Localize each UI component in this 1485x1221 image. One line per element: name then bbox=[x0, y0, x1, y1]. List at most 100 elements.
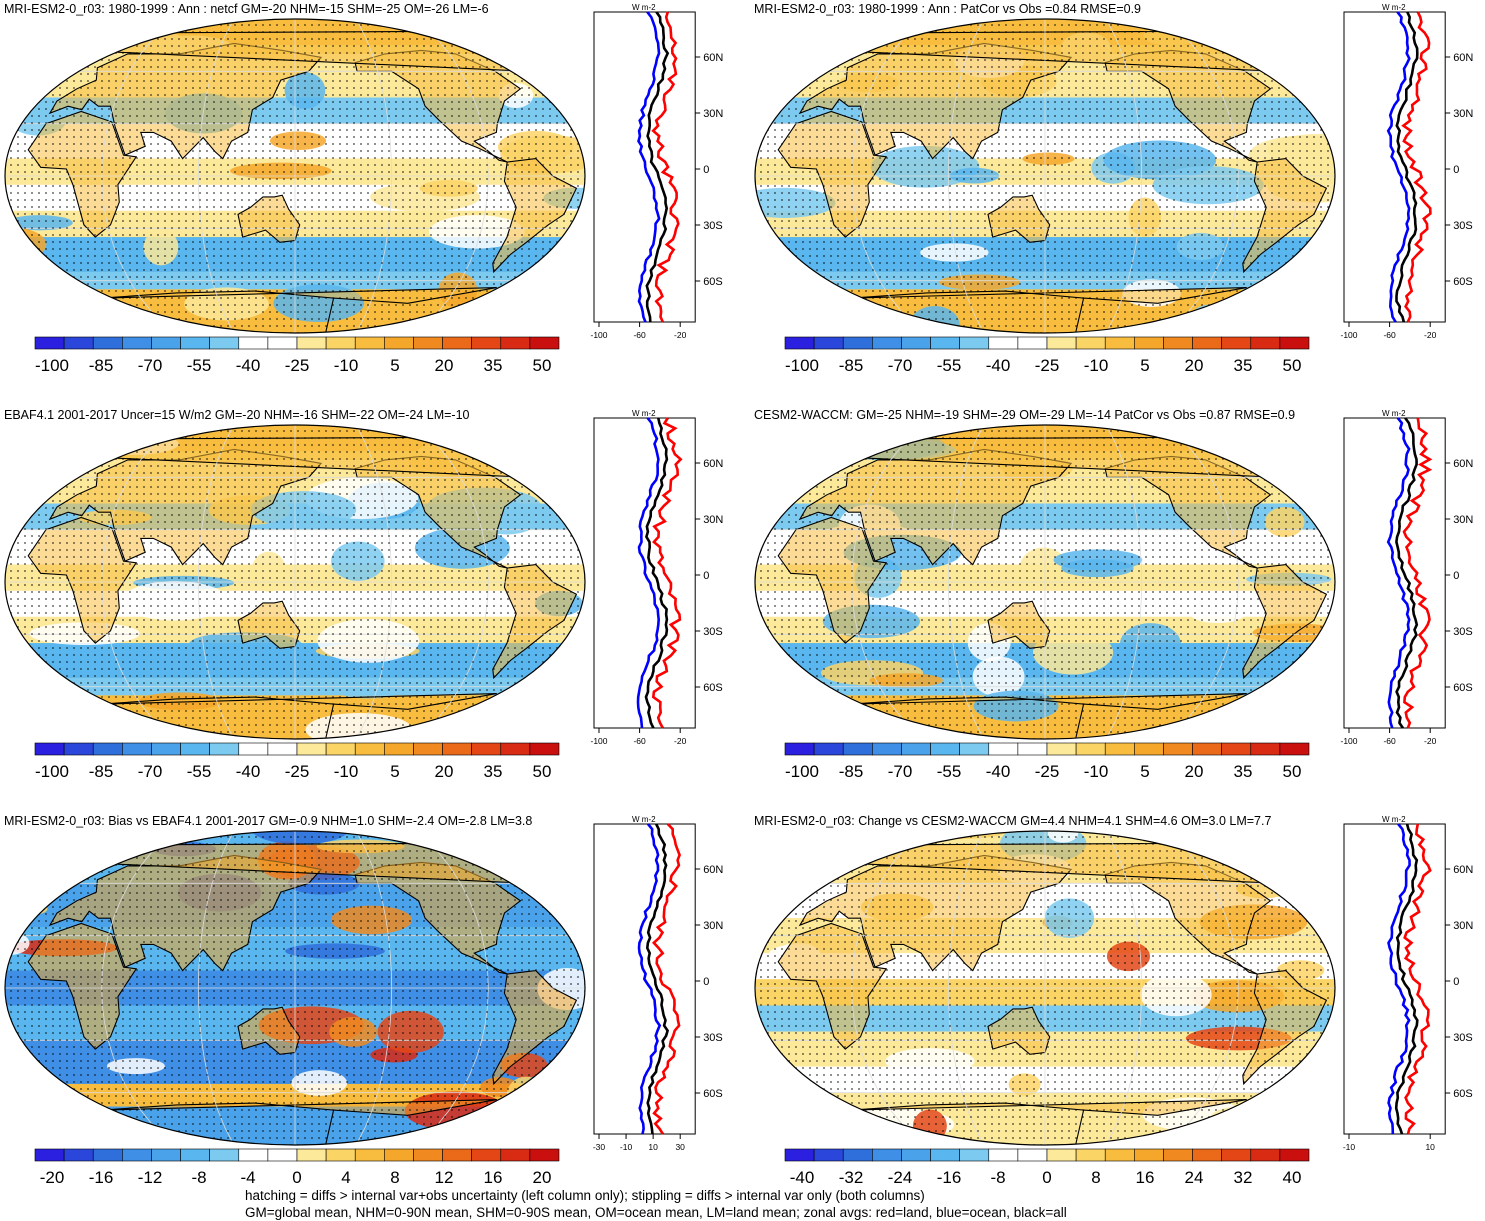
colorbar-swatch bbox=[180, 336, 210, 350]
zonal-tick-label: -20 bbox=[1424, 330, 1437, 340]
colorbar-swatch bbox=[296, 742, 327, 756]
colorbar-swatch bbox=[151, 1148, 181, 1162]
colorbar-label: -85 bbox=[88, 762, 114, 781]
colorbar-label: -10 bbox=[1083, 762, 1109, 781]
colorbar-label: -70 bbox=[137, 762, 163, 781]
colorbar-label: -10 bbox=[1083, 356, 1109, 375]
zonal-lat-label: 30S bbox=[1453, 1032, 1473, 1044]
colorbar-label: -100 bbox=[34, 762, 70, 781]
panel-p6: MRI-ESM2-0_r03: Change vs CESM2-WACCM GM… bbox=[750, 812, 1485, 1212]
colorbar-label: -20 bbox=[39, 1168, 65, 1187]
zonal-lat-label: 0 bbox=[1453, 976, 1459, 988]
colorbar-swatch bbox=[92, 1148, 123, 1162]
zonal-mean-plot: W m-2 60N 30N 0 30S 60S -100 -60 -20 bbox=[590, 409, 723, 746]
colorbar-label: 35 bbox=[483, 356, 503, 375]
colorbar-swatch bbox=[1075, 336, 1106, 350]
colorbar-label: -10 bbox=[333, 762, 359, 781]
zonal-lat-label: 60S bbox=[1453, 1088, 1473, 1100]
colorbar-swatch bbox=[1192, 1148, 1222, 1162]
colorbar-swatch bbox=[959, 742, 990, 756]
zonal-lat-label: 30S bbox=[703, 626, 723, 638]
zonal-lat-label: 60N bbox=[1453, 52, 1473, 64]
footer-legend-note: GM=global mean, NHM=0-90N mean, SHM=0-90… bbox=[245, 1205, 1067, 1220]
colorbar-swatch bbox=[92, 742, 123, 756]
zonal-lat-label: 30N bbox=[1453, 920, 1473, 932]
colorbar-swatch bbox=[325, 742, 356, 756]
zonal-all-line bbox=[645, 11, 670, 323]
colorbar-swatch bbox=[529, 1148, 560, 1162]
colorbar-swatch bbox=[784, 336, 815, 350]
colorbar-swatch bbox=[930, 1148, 960, 1162]
zonal-lat-label: 60N bbox=[1453, 864, 1473, 876]
zonal-ocean-line bbox=[636, 417, 661, 729]
colorbar-label: 20 bbox=[434, 356, 454, 375]
colorbar-swatch bbox=[209, 1148, 240, 1162]
colorbar-swatch bbox=[296, 1148, 327, 1162]
colorbar-label: -40 bbox=[789, 1168, 815, 1187]
zonal-all-line bbox=[1395, 11, 1419, 323]
panel-title: CESM2-WACCM: GM=-25 NHM=-19 SHM=-29 OM=-… bbox=[754, 408, 1296, 422]
panel-p1: MRI-ESM2-0_r03: 1980-1999 : Ann : netcf … bbox=[0, 0, 740, 400]
zonal-mean-plot: W m-2 60N 30N 0 30S 60S -100 -60 -20 bbox=[1340, 409, 1473, 746]
colorbar-swatch bbox=[267, 742, 298, 756]
colorbar-label: -25 bbox=[284, 762, 310, 781]
colorbar-swatch bbox=[813, 1148, 844, 1162]
colorbar-swatch bbox=[1075, 1148, 1106, 1162]
colorbar-swatch bbox=[1017, 336, 1048, 350]
zonal-lat-label: 0 bbox=[1453, 164, 1459, 176]
colorbar-swatch bbox=[1134, 336, 1164, 350]
zonal-lat-label: 60S bbox=[703, 276, 723, 288]
panel-title: EBAF4.1 2001-2017 Uncer=15 W/m2 GM=-20 N… bbox=[4, 408, 470, 422]
colorbar-swatch bbox=[813, 742, 844, 756]
colorbar-swatch bbox=[842, 1148, 873, 1162]
colorbar-swatch bbox=[1017, 1148, 1048, 1162]
colorbar-labels: -100 -85 -70 -55 -40 -25 -10 5 20 35 50 bbox=[782, 762, 1312, 788]
colorbar-labels: -100 -85 -70 -55 -40 -25 -10 5 20 35 50 bbox=[782, 356, 1312, 382]
colorbar-label: -85 bbox=[88, 356, 114, 375]
colorbar-label: -55 bbox=[186, 356, 212, 375]
colorbar-label: -16 bbox=[88, 1168, 114, 1187]
colorbar-labels: -20 -16 -12 -8 -4 0 4 8 12 16 20 bbox=[32, 1168, 562, 1194]
colorbar-swatch bbox=[122, 742, 152, 756]
colorbar-swatch bbox=[384, 1148, 414, 1162]
colorbar-labels: -100 -85 -70 -55 -40 -25 -10 5 20 35 50 bbox=[32, 762, 562, 788]
colorbar-swatch bbox=[959, 1148, 990, 1162]
colorbar-swatch bbox=[325, 336, 356, 350]
colorbar-label: -32 bbox=[838, 1168, 864, 1187]
colorbar-label: 50 bbox=[1282, 356, 1302, 375]
colorbar-swatch bbox=[988, 1148, 1019, 1162]
colorbar-swatch bbox=[1163, 336, 1193, 350]
zonal-lat-label: 30S bbox=[1453, 626, 1473, 638]
colorbar-swatch bbox=[1104, 1148, 1135, 1162]
colorbar-label: -100 bbox=[784, 356, 820, 375]
colorbar bbox=[34, 742, 560, 756]
colorbar-label: -85 bbox=[838, 762, 864, 781]
zonal-ocean-line bbox=[637, 823, 662, 1135]
colorbar-swatch bbox=[988, 742, 1019, 756]
zonal-mean-plot: W m-2 60N 30N 0 30S 60S -100 -60 -20 bbox=[1340, 3, 1473, 340]
zonal-land-line bbox=[1402, 417, 1433, 729]
zonal-tick-label: -60 bbox=[1383, 736, 1396, 746]
colorbar-swatch bbox=[471, 1148, 502, 1162]
colorbar-swatch bbox=[325, 1148, 356, 1162]
colorbar-label: 32 bbox=[1233, 1168, 1253, 1187]
colorbar-label: 20 bbox=[1184, 356, 1204, 375]
zonal-lat-label: 60S bbox=[703, 1088, 723, 1100]
colorbar-swatch bbox=[180, 1148, 210, 1162]
colorbar-swatch bbox=[784, 742, 815, 756]
colorbar-swatch bbox=[1134, 742, 1164, 756]
zonal-tick-label: -60 bbox=[1383, 330, 1396, 340]
zonal-tick-label: 10 bbox=[1425, 1142, 1435, 1152]
zonal-units-label: W m-2 bbox=[632, 3, 656, 12]
colorbar-swatch bbox=[842, 742, 873, 756]
zonal-lat-label: 60N bbox=[703, 864, 723, 876]
zonal-lat-label: 0 bbox=[703, 570, 709, 582]
colorbar-swatch bbox=[354, 742, 385, 756]
colorbar-swatch bbox=[1104, 742, 1135, 756]
colorbar bbox=[784, 742, 1310, 756]
colorbar-label: -8 bbox=[990, 1168, 1006, 1187]
colorbar-label: 5 bbox=[390, 762, 400, 781]
colorbar-swatch bbox=[901, 742, 931, 756]
zonal-lat-label: 60S bbox=[1453, 276, 1473, 288]
zonal-all-line bbox=[1395, 417, 1419, 729]
